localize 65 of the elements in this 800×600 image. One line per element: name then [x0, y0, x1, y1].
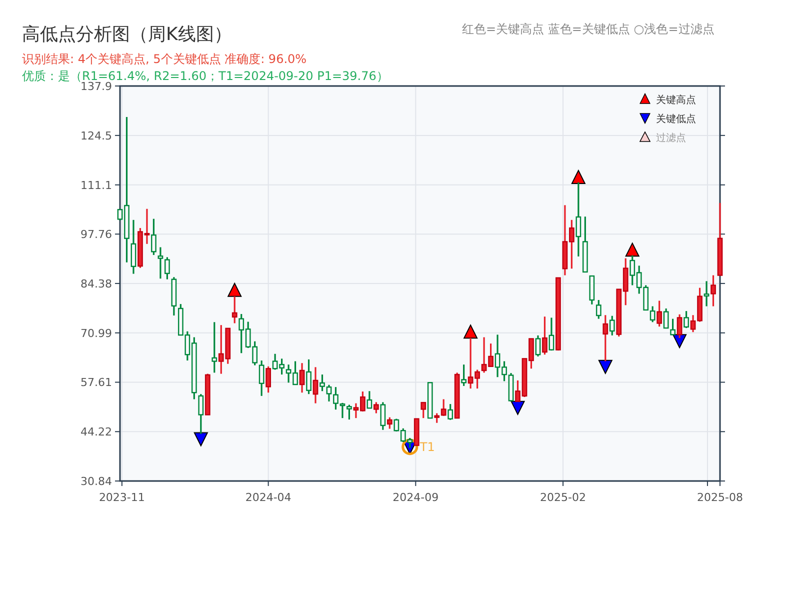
candlestick [312, 366, 318, 404]
candlestick [576, 181, 582, 258]
candlestick [380, 401, 386, 431]
x-tick-label: 2025-08 [697, 491, 743, 504]
candlestick [232, 296, 238, 324]
candlestick [158, 246, 164, 280]
point [194, 432, 208, 446]
x-tick-label: 2024-09 [392, 491, 439, 504]
y-tick-label: 70.99 [80, 326, 112, 340]
candlestick [164, 256, 170, 280]
candlestick [535, 334, 541, 358]
candlestick [684, 310, 689, 329]
candlestick [710, 274, 716, 308]
point [228, 282, 242, 297]
candlestick [258, 360, 264, 397]
candlestick [542, 316, 548, 356]
candlestick [151, 218, 156, 256]
candlestick [346, 404, 352, 420]
annotation: T1 [418, 440, 435, 454]
candlestick [266, 366, 272, 394]
y-tick-label: 137.9 [80, 80, 112, 93]
y-tick-label: 97.76 [80, 228, 112, 242]
candlestick [299, 362, 305, 394]
candlestick [448, 403, 454, 421]
candlestick [306, 358, 312, 395]
candlestick [663, 308, 669, 329]
candlestick [596, 299, 602, 320]
candlestick [198, 393, 204, 435]
point [598, 360, 612, 374]
candlestick [609, 315, 615, 336]
candlestick [676, 314, 682, 339]
chart-subtitle: 识别结果: 4个关键高点, 5个关键低点 准确度: 96.0% [22, 52, 307, 66]
y-tick-label: 111.1 [80, 178, 112, 192]
candlestick [650, 305, 656, 323]
y-tick-label: 30.84 [80, 475, 112, 488]
text: 优质：是（R1=61.4%, R2=1.60；T1=2024-09-20 P1=39.76） [22, 69, 388, 83]
y-tick-label: 124.5 [80, 129, 112, 142]
candlestick [589, 275, 595, 306]
y-tick-label: 84.38 [80, 277, 112, 290]
candlestick [420, 402, 426, 419]
candlestick [704, 280, 710, 308]
chart-title: 高低点分析图（周K线图） [22, 24, 232, 45]
legend-label: 关键低点 [656, 113, 696, 125]
candlestick [656, 300, 662, 328]
candlestick [602, 314, 608, 362]
candlestick [366, 390, 372, 409]
candlestick [386, 416, 392, 430]
candlestick [212, 321, 218, 374]
y-tick-label: 57.61 [80, 376, 112, 390]
point [571, 170, 586, 184]
candlestick [130, 219, 136, 275]
x-tick-label: 2024-04 [245, 491, 292, 504]
text: 红色=关键高点 蓝色=关键低点 ○浅色=过滤点 [462, 22, 714, 36]
point [625, 242, 640, 257]
x-tick-label: 2025-02 [540, 491, 586, 504]
point [510, 400, 525, 415]
x-tick-label: 2023-11 [98, 491, 145, 504]
candlestick [548, 316, 554, 352]
point [464, 324, 478, 339]
candlestick [373, 401, 379, 414]
annotation: 过滤点 [656, 132, 686, 144]
candlestick [461, 364, 467, 387]
legend-label: 关键高点 [656, 94, 696, 106]
candlestick [670, 318, 676, 336]
y-tick-label: 44.22 [80, 426, 112, 439]
